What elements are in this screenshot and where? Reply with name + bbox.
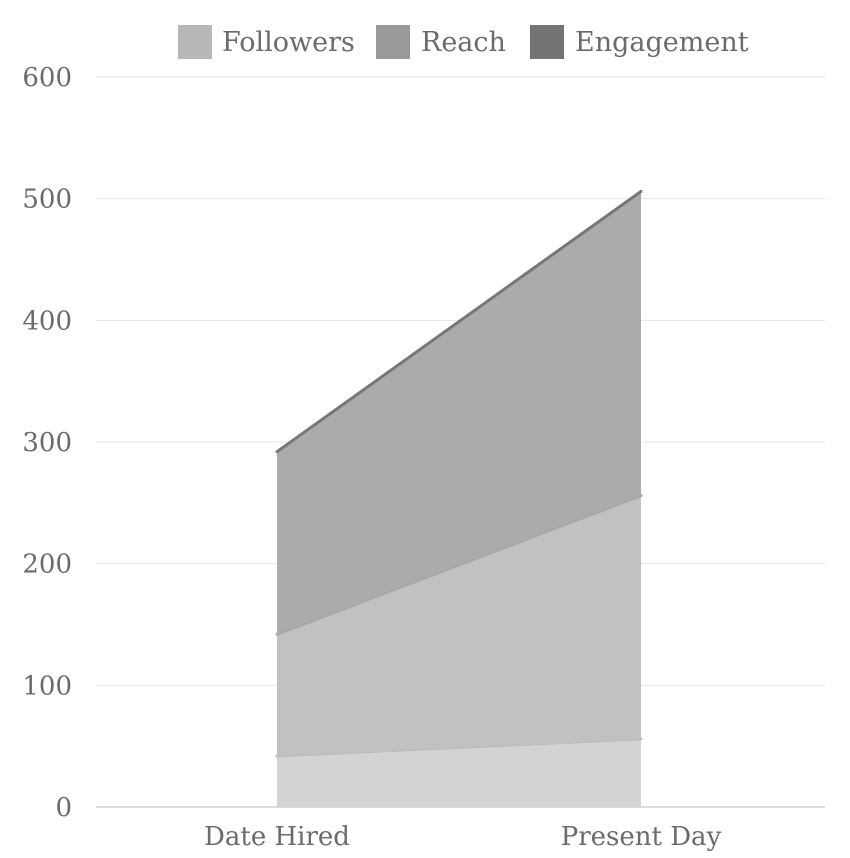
legend-label-engagement: Engagement [575, 27, 749, 58]
y-tick-label: 300 [22, 428, 72, 458]
y-axis: 0 100 200 300 400 500 600 [22, 63, 72, 823]
data-point-engagement [275, 450, 279, 454]
legend: Followers Reach Engagement [178, 25, 749, 59]
area-reach [277, 495, 641, 756]
y-tick-label: 600 [22, 63, 72, 93]
data-point-engagement [639, 189, 643, 193]
y-tick-label: 400 [22, 306, 72, 336]
area-engagement [277, 191, 641, 635]
x-tick-label: Date Hired [204, 822, 350, 852]
area-followers [277, 738, 641, 807]
legend-swatch-reach [376, 25, 410, 59]
legend-swatch-followers [178, 25, 212, 59]
legend-label-followers: Followers [222, 27, 355, 58]
legend-label-reach: Reach [421, 27, 506, 58]
y-tick-label: 500 [22, 185, 72, 215]
series-line-engagement [276, 190, 642, 453]
x-axis: Date Hired Present Day [96, 806, 825, 852]
y-tick-label: 100 [22, 671, 72, 701]
y-tick-label: 0 [55, 793, 72, 823]
area-series [275, 189, 643, 807]
legend-swatch-engagement [530, 25, 564, 59]
x-tick-label: Present Day [561, 822, 722, 852]
y-tick-label: 200 [22, 550, 72, 580]
